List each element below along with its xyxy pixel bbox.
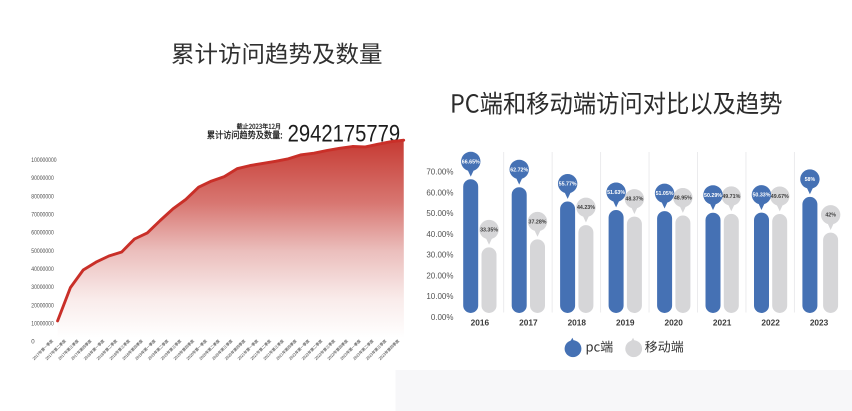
svg-text:51.05%: 51.05% <box>656 191 674 197</box>
svg-text:50.33%: 50.33% <box>752 193 770 199</box>
svg-text:33.35%: 33.35% <box>480 228 498 234</box>
svg-text:2021: 2021 <box>713 317 732 327</box>
svg-text:58%: 58% <box>805 177 816 183</box>
svg-text:50.00%: 50.00% <box>426 209 453 218</box>
svg-text:62.72%: 62.72% <box>510 167 528 173</box>
svg-text:66.65%: 66.65% <box>462 159 480 165</box>
svg-text:60.00%: 60.00% <box>426 188 453 197</box>
svg-text:0: 0 <box>31 339 35 346</box>
svg-text:2017: 2017 <box>519 317 538 327</box>
svg-text:55.77%: 55.77% <box>559 182 577 188</box>
svg-text:30000000: 30000000 <box>31 284 54 291</box>
svg-text:2016: 2016 <box>471 317 490 327</box>
svg-text:50.29%: 50.29% <box>704 193 722 199</box>
svg-text:48.95%: 48.95% <box>674 196 692 202</box>
svg-text:20000000: 20000000 <box>31 302 54 309</box>
svg-text:40000000: 40000000 <box>31 266 54 273</box>
svg-text:44.23%: 44.23% <box>577 205 595 211</box>
svg-text:48.37%: 48.37% <box>625 197 643 203</box>
svg-text:70.00%: 70.00% <box>426 168 453 177</box>
svg-text:70000000: 70000000 <box>31 211 54 218</box>
svg-text:2019: 2019 <box>616 317 635 327</box>
svg-text:10000000: 10000000 <box>31 320 54 327</box>
svg-text:49.67%: 49.67% <box>771 194 789 200</box>
svg-text:49.71%: 49.71% <box>722 194 740 200</box>
svg-text:2018: 2018 <box>568 317 587 327</box>
svg-text:37.28%: 37.28% <box>529 220 547 226</box>
svg-text:60000000: 60000000 <box>31 230 54 237</box>
svg-text:51.63%: 51.63% <box>607 190 625 196</box>
svg-text:20.00%: 20.00% <box>426 271 453 280</box>
svg-text:2023: 2023 <box>810 317 829 327</box>
svg-text:30.00%: 30.00% <box>426 251 453 260</box>
svg-text:50000000: 50000000 <box>31 248 54 255</box>
svg-text:0.00%: 0.00% <box>431 313 454 322</box>
svg-text:2020: 2020 <box>664 317 683 327</box>
svg-text:90000000: 90000000 <box>31 175 54 182</box>
svg-text:42%: 42% <box>825 213 836 219</box>
svg-text:10.00%: 10.00% <box>426 292 453 301</box>
svg-text:80000000: 80000000 <box>31 193 54 200</box>
svg-text:2022: 2022 <box>761 317 780 327</box>
svg-text:40.00%: 40.00% <box>426 230 453 239</box>
svg-text:100000000: 100000000 <box>31 157 57 164</box>
